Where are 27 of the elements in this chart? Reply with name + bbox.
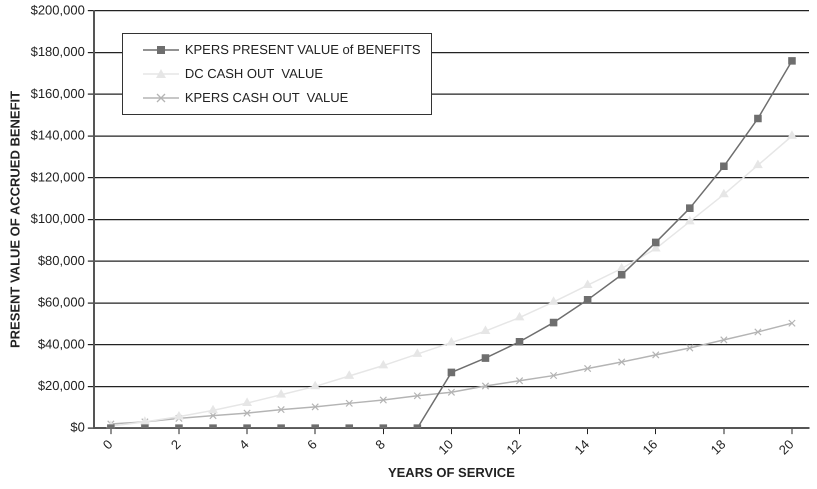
y-tick-label: $120,000 <box>30 169 85 184</box>
x-tick-label: 2 <box>168 436 184 452</box>
x-tick-label: 6 <box>304 436 320 452</box>
y-tick-label: $60,000 <box>38 294 85 310</box>
legend-label: KPERS CASH OUT VALUE <box>184 90 348 106</box>
x-tick-label: 8 <box>372 436 388 452</box>
x-tick-label: 20 <box>776 436 797 458</box>
y-axis-title: PRESENT VALUE OF ACCRUED BENEFIT <box>7 90 22 348</box>
x-tick-label: 16 <box>640 436 660 458</box>
legend-label: DC CASH OUT VALUE <box>184 66 324 82</box>
y-tick-label: $80,000 <box>38 252 85 268</box>
x-tick-label: 4 <box>236 436 252 452</box>
y-tick-label: $160,000 <box>30 86 85 101</box>
x-tick-label: 18 <box>708 436 729 458</box>
y-tick-label: $0 <box>70 420 85 435</box>
x-axis-title: YEARS OF SERVICE <box>388 464 516 480</box>
y-tick-label: $180,000 <box>30 44 85 60</box>
x-tick-label: 10 <box>435 436 456 458</box>
y-tick-label: $140,000 <box>30 128 85 143</box>
x-tick-label: 0 <box>100 436 116 452</box>
legend-label: KPERS PRESENT VALUE of BENEFITS <box>184 42 421 58</box>
y-tick-label: $40,000 <box>38 336 85 352</box>
x-tick-label: 12 <box>503 436 524 458</box>
y-tick-label: $100,000 <box>30 211 85 226</box>
y-tick-label: $200,000 <box>30 2 85 18</box>
x-tick-label: 14 <box>571 436 592 458</box>
y-tick-label: $20,000 <box>38 378 85 393</box>
